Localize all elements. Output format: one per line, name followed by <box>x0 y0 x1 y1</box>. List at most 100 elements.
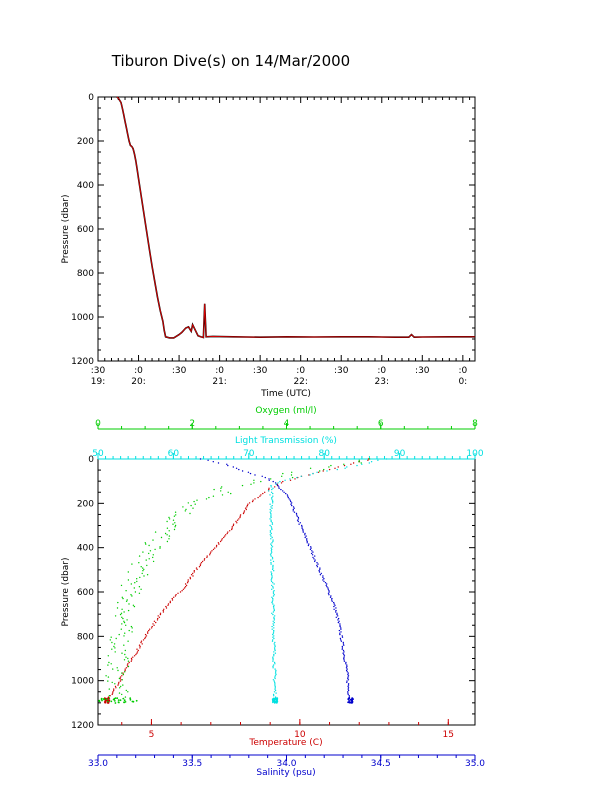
salinity-point <box>297 518 300 520</box>
oxygen-bottom-point <box>119 699 122 702</box>
light-point <box>273 621 275 624</box>
light-point <box>269 508 271 511</box>
salinity-point <box>346 671 348 673</box>
oxygen-point <box>152 560 155 563</box>
oxygen-point <box>127 609 130 612</box>
salinity-point <box>338 629 341 632</box>
temperature-point <box>245 508 247 511</box>
light-point <box>346 466 348 468</box>
light-point <box>272 487 274 489</box>
salinity-point <box>297 520 299 523</box>
light-point <box>270 547 272 549</box>
temperature-point <box>274 486 276 488</box>
oxygen-point <box>133 587 135 589</box>
salinity-point <box>338 620 340 622</box>
light-bottom-point <box>275 701 277 704</box>
salinity-point <box>312 551 314 553</box>
temperature-point <box>167 603 170 605</box>
x-tick-label: :0 <box>458 366 467 376</box>
light-point <box>277 482 279 484</box>
temperature-point <box>177 592 179 594</box>
salinity-point <box>314 555 316 557</box>
light-point <box>269 531 272 533</box>
light-point <box>269 518 271 520</box>
temperature-point <box>322 470 324 472</box>
oxygen-point <box>196 499 198 501</box>
oxygen-point <box>154 548 156 551</box>
salinity-point <box>278 487 280 489</box>
light-point <box>274 677 276 680</box>
salinity-point <box>333 601 335 604</box>
temperature-point <box>119 680 122 682</box>
x-tick-label: :0 <box>296 366 305 376</box>
oxygen-point <box>123 659 126 661</box>
temperature-point <box>232 524 235 527</box>
salinity-bottom-point <box>348 697 350 700</box>
salinity-point <box>323 580 325 583</box>
x-tick-label-hour: 22: <box>293 377 307 387</box>
light-point <box>270 532 272 535</box>
temperature-point <box>215 546 218 548</box>
light-point <box>270 571 272 573</box>
oxygen-point <box>118 633 120 636</box>
temperature-point <box>212 548 215 551</box>
temperature-point <box>137 649 139 652</box>
temperature-point <box>115 687 117 689</box>
temperature-point <box>174 595 177 597</box>
temperature-point <box>139 647 141 649</box>
salinity-point <box>343 656 345 658</box>
light-point <box>270 555 272 557</box>
oxygen-bottom-point <box>107 700 109 703</box>
oxygen-point <box>253 482 255 484</box>
oxygen-axis-tick-label: 8 <box>472 419 478 429</box>
oxygen-point <box>152 554 154 556</box>
temperature-point <box>220 539 223 541</box>
oxygen-point <box>132 604 135 606</box>
light-point <box>272 597 274 600</box>
temperature-point <box>131 659 133 661</box>
temperature-point <box>215 544 218 547</box>
temperature-point <box>122 672 124 674</box>
salinity-point <box>292 508 294 511</box>
light-point <box>272 656 274 658</box>
profile-chart: 0 200 400 600 800 1000 1200 0 2 4 6 8 50 60 70 80 90 100… <box>61 406 485 778</box>
light-point <box>269 554 272 556</box>
salinity-point <box>346 668 348 670</box>
light-point <box>271 536 273 539</box>
oxygen-point <box>125 624 127 626</box>
light-point <box>270 580 273 583</box>
salinity-point <box>336 612 338 614</box>
salinity-point <box>333 605 335 608</box>
light-point <box>269 530 272 532</box>
temperature-point <box>113 688 115 690</box>
light-point <box>361 463 363 465</box>
temperature-point <box>173 596 175 598</box>
oxygen-bottom-point <box>117 699 120 701</box>
oxygen-point <box>309 467 312 469</box>
temperature-point <box>196 568 198 571</box>
light-point <box>274 681 276 684</box>
temperature-point <box>121 675 123 677</box>
temperature-point <box>238 518 240 520</box>
light-point <box>271 548 273 551</box>
y-tick-label: 1000 <box>71 313 94 323</box>
salinity-point <box>328 591 330 593</box>
oxygen-point <box>127 691 129 693</box>
oxygen-point <box>168 535 171 537</box>
salinity-point <box>343 655 346 657</box>
temperature-point <box>206 556 208 559</box>
oxygen-point <box>123 644 125 646</box>
light-series <box>267 458 388 704</box>
salinity-point <box>334 604 336 606</box>
salinity-series <box>199 458 354 704</box>
salinity-point <box>331 600 333 602</box>
oxygen-point <box>175 514 177 516</box>
temperature-point <box>182 588 185 590</box>
salinity-point <box>347 685 349 688</box>
light-point <box>272 502 274 504</box>
light-axis-tick-label: 80 <box>318 449 330 459</box>
light-point <box>272 620 274 622</box>
oxygen-point <box>121 616 123 618</box>
temperature-point <box>133 655 136 657</box>
temperature-point <box>268 488 270 491</box>
